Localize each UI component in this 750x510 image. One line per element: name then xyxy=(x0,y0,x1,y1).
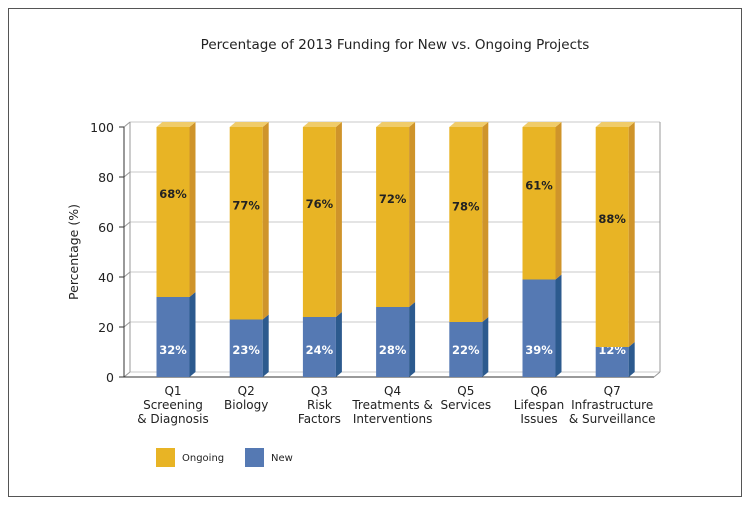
y-tick-label: 0 xyxy=(106,370,114,385)
gridline-side xyxy=(123,271,131,278)
bar-side-ongoing xyxy=(555,122,562,280)
bar-side-new xyxy=(335,312,342,377)
bar-side-new xyxy=(189,292,196,377)
y-tick-label: 20 xyxy=(98,320,114,335)
x-tick-label: Q6 xyxy=(530,384,547,398)
bar-top-ongoing xyxy=(229,122,269,127)
chart-title: Percentage of 2013 Funding for New vs. O… xyxy=(201,37,590,53)
bar-new xyxy=(522,279,556,377)
y-tick-label: 60 xyxy=(98,220,114,235)
x-tick-label: Services xyxy=(440,398,491,412)
bar-top-ongoing xyxy=(522,122,562,127)
x-tick-label: Q4 xyxy=(384,384,401,398)
data-label-new: 22% xyxy=(452,343,480,357)
y-axis-label: Percentage (%) xyxy=(66,204,81,300)
legend-label-ongoing: Ongoing xyxy=(182,453,224,464)
x-tick-label: Risk xyxy=(307,398,332,412)
data-label-ongoing: 88% xyxy=(598,212,626,226)
x-tick-label: Treatments & xyxy=(351,398,432,412)
data-label-ongoing: 72% xyxy=(379,192,407,206)
data-label-new: 28% xyxy=(379,343,407,357)
bar-ongoing xyxy=(595,127,629,347)
bar-side-ongoing xyxy=(262,122,269,320)
y-tick-label: 100 xyxy=(90,120,114,135)
bar-side-ongoing xyxy=(628,122,635,347)
gridline-side xyxy=(123,171,131,178)
bar-ongoing xyxy=(376,127,410,307)
data-label-new: 24% xyxy=(306,343,334,357)
x-tick-label: Issues xyxy=(520,412,557,426)
bar-new xyxy=(302,317,336,377)
bar-side-new xyxy=(262,314,269,377)
x-tick-label: Q5 xyxy=(457,384,474,398)
bar-top-ongoing xyxy=(449,122,489,127)
x-tick-label: Factors xyxy=(298,412,341,426)
bar-new xyxy=(229,319,263,377)
gridline-side xyxy=(123,321,131,328)
bar-new xyxy=(156,297,190,377)
data-label-ongoing: 68% xyxy=(159,187,187,201)
bar-top-ongoing xyxy=(156,122,196,127)
bar-side-ongoing xyxy=(482,122,489,322)
x-tick-label: Q7 xyxy=(604,384,621,398)
data-label-new: 39% xyxy=(525,343,553,357)
bar-side-new xyxy=(409,302,416,377)
x-tick-label: Q1 xyxy=(164,384,181,398)
floor-edge xyxy=(653,371,661,378)
bar-new xyxy=(449,322,483,377)
bar-side-new xyxy=(628,342,635,377)
gridline-side xyxy=(123,371,131,378)
bar-ongoing xyxy=(302,127,336,317)
bar-side-new xyxy=(482,317,489,377)
data-label-ongoing: 78% xyxy=(452,200,480,214)
x-tick-label: & Diagnosis xyxy=(137,412,209,426)
x-tick-label: Screening xyxy=(143,398,203,412)
data-label-ongoing: 61% xyxy=(525,178,553,192)
bar-top-ongoing xyxy=(376,122,416,127)
x-tick-label: Interventions xyxy=(353,412,433,426)
gridline-side xyxy=(123,221,131,228)
y-tick-label: 40 xyxy=(98,270,114,285)
x-tick-label: Infrastructure xyxy=(571,398,653,412)
x-tick-label: Lifespan xyxy=(514,398,564,412)
y-tick-label: 80 xyxy=(98,170,114,185)
bar-side-ongoing xyxy=(335,122,342,317)
bar-ongoing xyxy=(522,127,556,280)
bar-side-ongoing xyxy=(189,122,196,297)
bar-new xyxy=(595,347,629,377)
data-label-new: 23% xyxy=(232,343,260,357)
bar-top-ongoing xyxy=(302,122,342,127)
data-label-ongoing: 76% xyxy=(306,197,334,211)
bar-ongoing xyxy=(229,127,263,320)
bar-side-ongoing xyxy=(409,122,416,307)
data-label-ongoing: 77% xyxy=(232,198,260,212)
bar-top-ongoing xyxy=(595,122,635,127)
x-tick-label: Biology xyxy=(224,398,268,412)
x-tick-label: & Surveillance xyxy=(569,412,656,426)
x-tick-label: Q3 xyxy=(311,384,328,398)
bar-new xyxy=(376,307,410,377)
legend-label-new: New xyxy=(271,453,293,464)
legend-swatch-ongoing xyxy=(156,448,175,467)
bar-ongoing xyxy=(449,127,483,322)
bar-side-new xyxy=(555,274,562,377)
legend-swatch-new xyxy=(245,448,264,467)
data-label-new: 32% xyxy=(159,343,187,357)
x-tick-label: Q2 xyxy=(238,384,255,398)
bar-ongoing xyxy=(156,127,190,297)
gridline-side xyxy=(123,121,131,128)
